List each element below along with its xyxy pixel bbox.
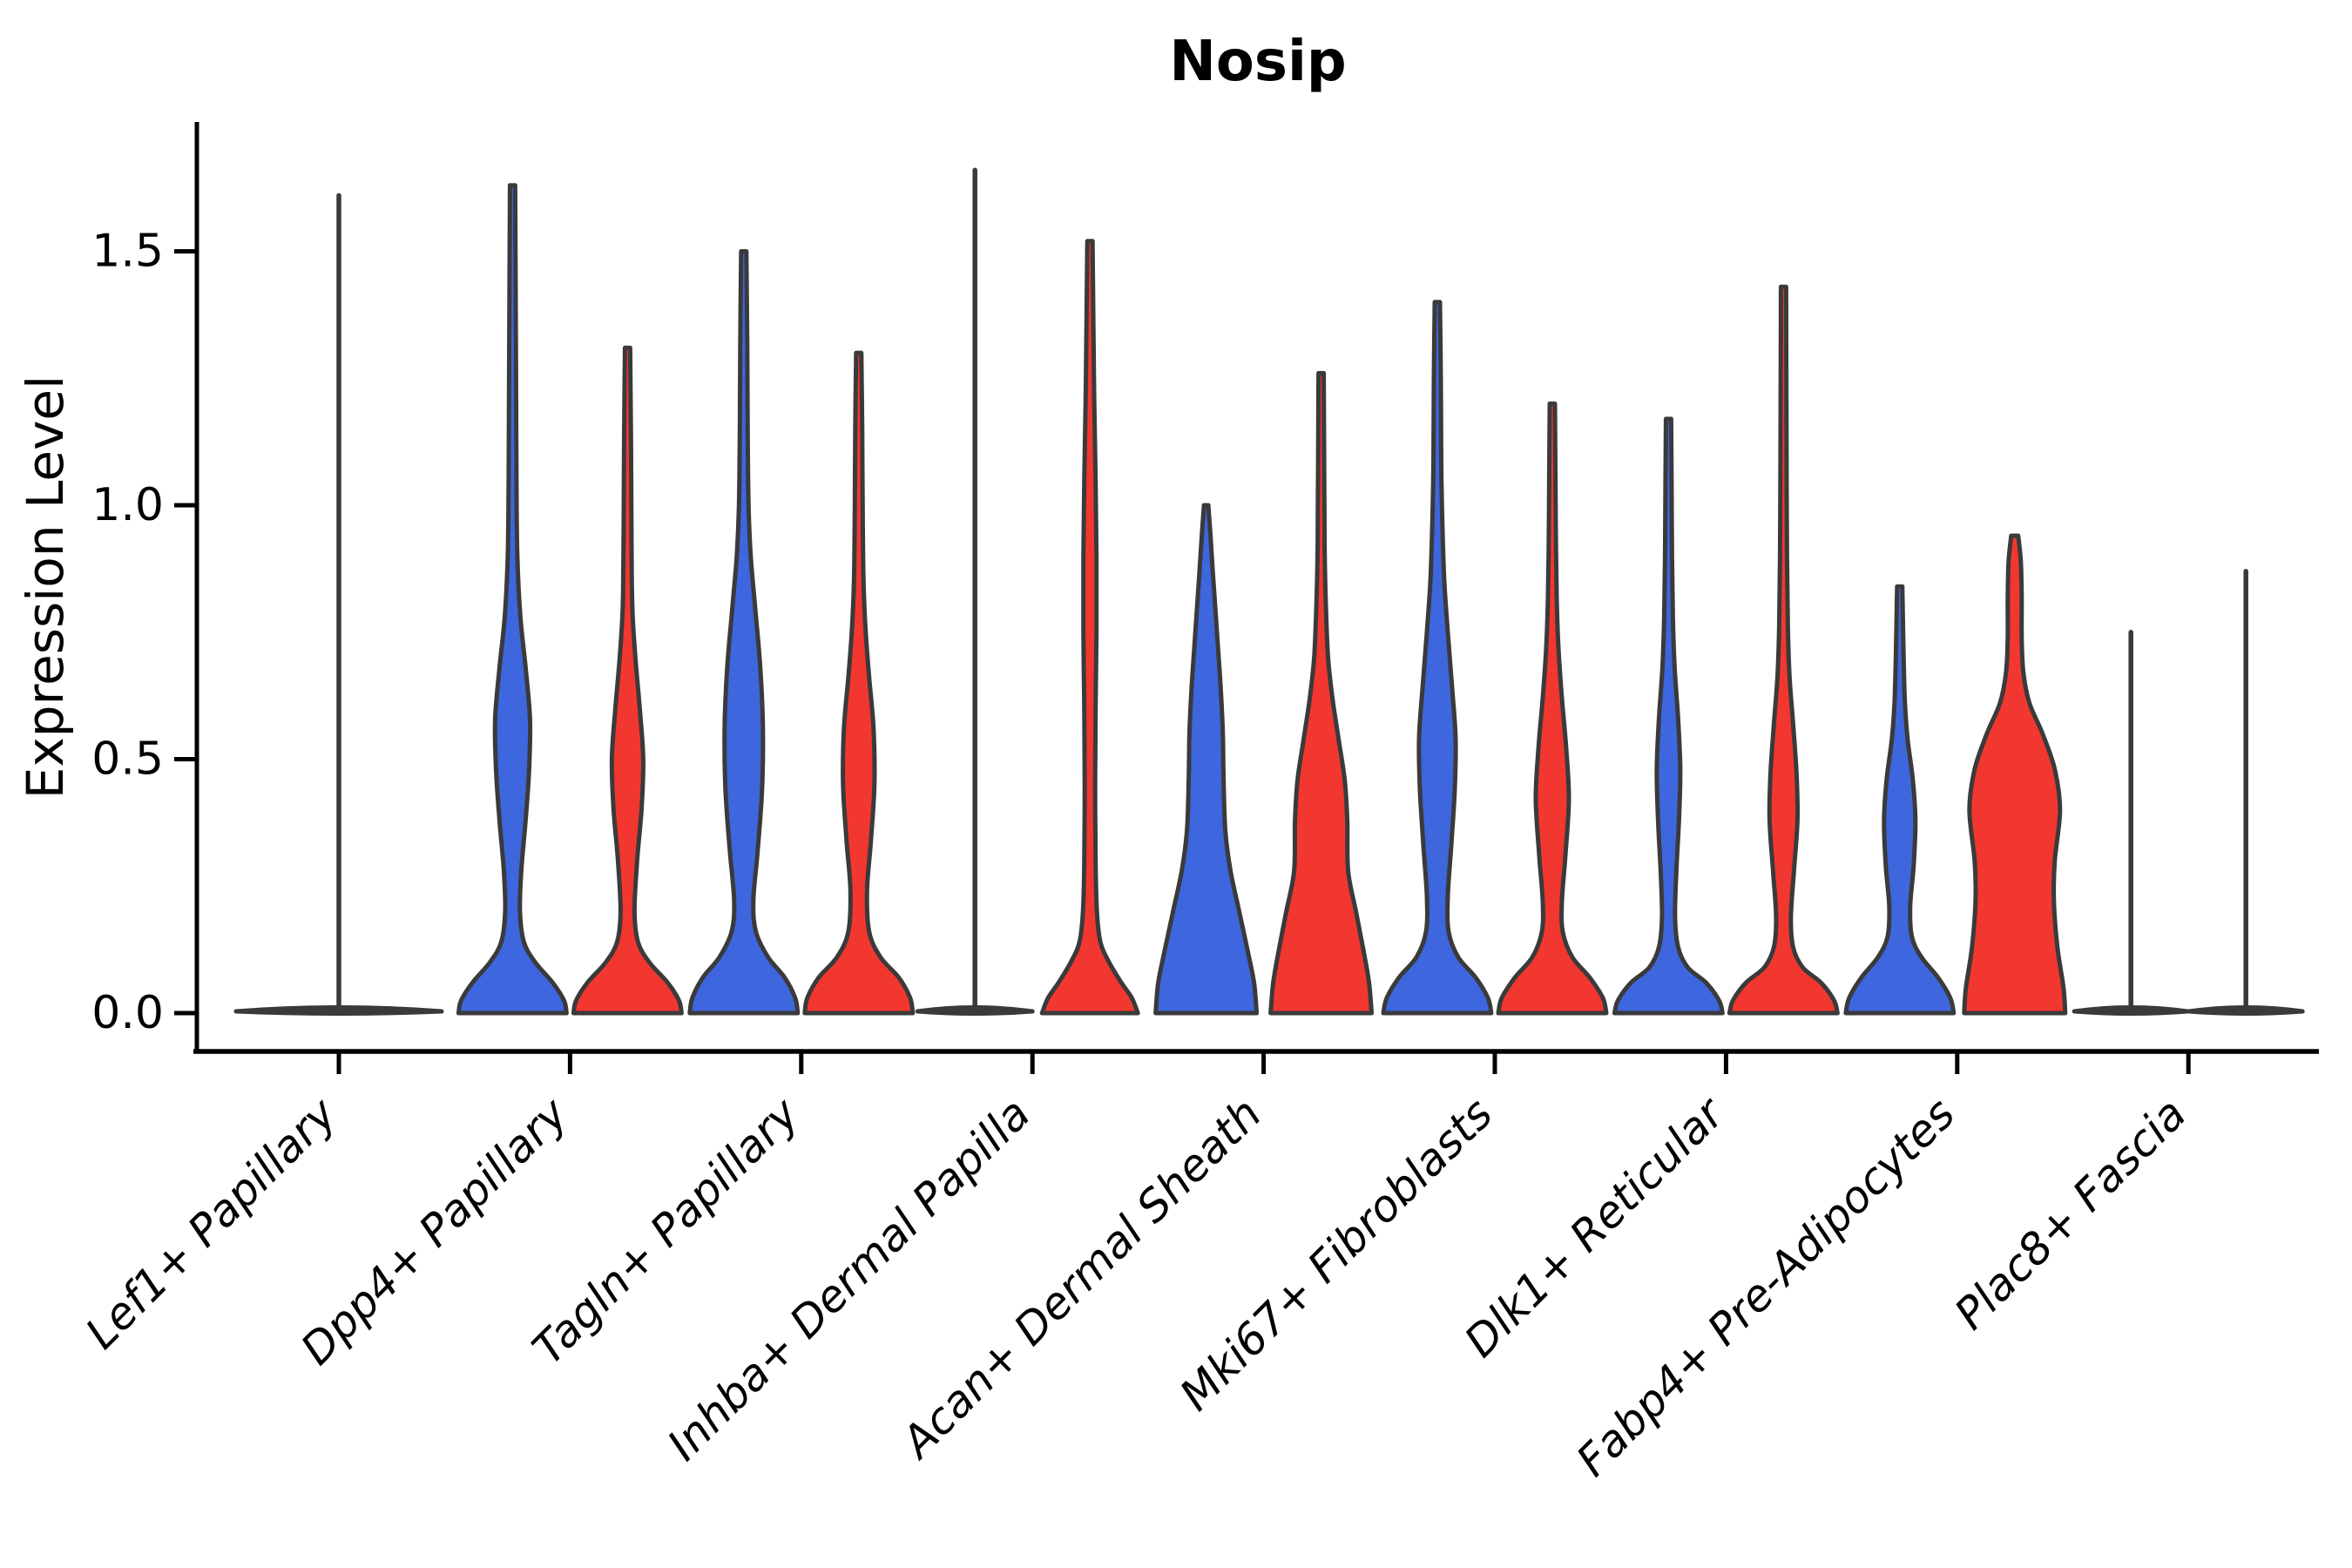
violin-tagln-papillary-red — [802, 350, 916, 1016]
x-tick-label-fabp4-pre-adipocytes: Fabp4+ Pre-Adipocytes — [1567, 1088, 1965, 1486]
y-tick-label: 0.0 — [91, 987, 164, 1039]
x-tick-label-plac8-fascia: Plac8+ Fascia — [1945, 1088, 2196, 1339]
violin-inhba-dermal-papilla-blue — [915, 167, 1035, 1016]
violin-inhba-dermal-papilla-red — [1039, 239, 1140, 1016]
violin-plac8-fascia-red — [2186, 569, 2305, 1016]
y-tick-label: 0.5 — [91, 733, 164, 786]
plot-title: Nosip — [1169, 30, 1346, 94]
violin-mki67-fibroblasts-red — [1496, 401, 1609, 1016]
violin-lef1-papillary-single — [233, 193, 444, 1016]
y-axis-ticks: 0.0 0.5 1.0 1.5 — [91, 226, 197, 1039]
violin-acan-dermal-sheath-red — [1268, 370, 1375, 1016]
violin-acan-dermal-sheath-blue — [1153, 503, 1260, 1016]
y-tick-label: 1.5 — [91, 226, 164, 278]
violin-fabp4-pre-adipocytes-red — [1962, 533, 2068, 1016]
violin-tagln-papillary-blue — [687, 249, 801, 1016]
violin-mki67-fibroblasts-blue — [1381, 300, 1494, 1016]
violin-dpp4-papillary-blue — [456, 183, 569, 1016]
violin-fabp4-pre-adipocytes-blue — [1843, 584, 1957, 1016]
violin-dpp4-papillary-red — [571, 345, 684, 1016]
violins-layer — [233, 167, 2305, 1016]
x-tick-label-lef1-papillary: Lef1+ Papillary — [76, 1087, 347, 1358]
y-axis-label: Expression Level — [16, 375, 75, 799]
y-tick-label: 1.0 — [91, 479, 164, 531]
violin-plac8-fascia-blue — [2072, 630, 2190, 1016]
violin-dlk1-reticular-blue — [1612, 416, 1725, 1016]
violin-dlk1-reticular-red — [1727, 284, 1840, 1016]
